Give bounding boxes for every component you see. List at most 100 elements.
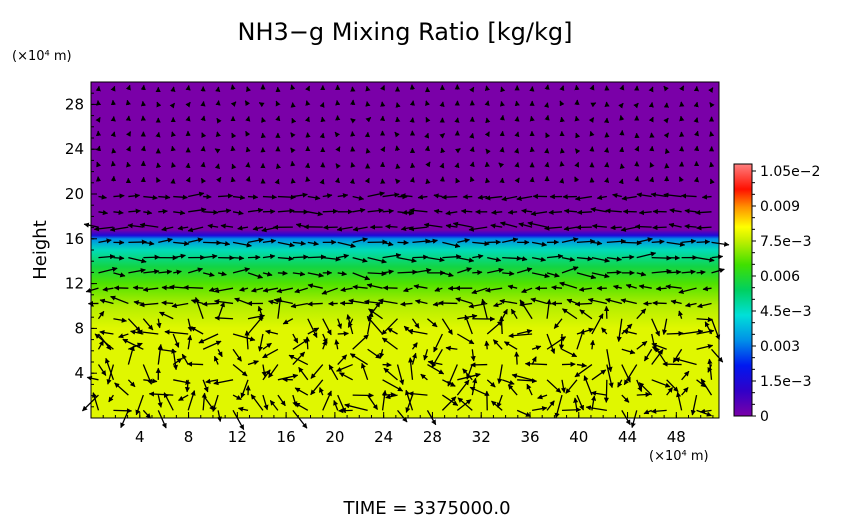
wind-vector [126,131,132,137]
wind-vector [230,176,236,183]
wind-vector [519,301,533,308]
wind-vector [99,298,114,305]
wind-vector [290,132,296,138]
colorbar-tick-label: 0.009 [760,199,800,215]
wind-vector [480,298,488,319]
wind-vector [383,367,398,381]
wind-vector [425,161,431,168]
y-tick-label: 12 [65,275,84,293]
wind-vector [135,394,144,416]
wind-vector [601,327,608,335]
wind-vector [156,162,162,169]
wind-vector [214,148,221,154]
wind-vector [579,309,593,320]
wind-vector [441,396,457,411]
wind-vector [621,254,635,260]
wind-vector [409,207,428,214]
wind-vector [328,364,339,381]
wind-vector [218,208,232,214]
wind-vector [710,318,721,341]
wind-vector [651,268,672,275]
wind-vector [619,115,625,121]
wind-vector [202,340,222,350]
wind-vector [455,297,473,305]
wind-vector [277,373,299,381]
wind-vector [127,379,136,388]
wind-vector [696,225,712,231]
wind-vector [319,102,325,108]
wind-vector [709,161,715,168]
colorbar-tick-label: 7.5e−3 [760,234,812,250]
wind-vector [405,389,414,411]
wind-vector [672,348,683,363]
wind-vector [681,329,704,335]
wind-vector [385,394,398,400]
wind-vector [575,132,581,139]
wind-vector [511,373,533,381]
wind-vector [606,256,622,262]
wind-vector [352,195,365,201]
wind-vector [679,176,684,183]
wind-vector [322,333,328,344]
wind-vector [456,379,470,396]
wind-vector [411,352,417,365]
wind-vector [237,225,249,231]
wind-vector [403,287,413,293]
wind-vector [546,333,556,354]
wind-vector [319,178,325,185]
wind-vector [702,286,712,292]
wind-vector [95,145,102,152]
wind-vector [275,115,281,122]
wind-vector [367,394,379,410]
wind-vector [545,132,551,139]
wind-vector [531,406,548,412]
wind-vector [245,176,251,182]
wind-vector [484,340,490,350]
wind-vector [618,102,624,109]
wind-vector [232,210,244,216]
wind-vector [531,241,548,247]
wind-vector [247,237,264,244]
wind-vector [335,146,341,153]
wind-vector [268,364,279,378]
wind-vector [553,318,563,329]
wind-vector [102,286,114,292]
wind-vector [99,330,114,336]
x-tick-label: 48 [667,428,686,446]
wind-vector [110,85,116,92]
wind-vector [521,287,533,294]
wind-vector [95,100,102,106]
wind-vector [498,315,505,335]
wind-vector [262,271,273,277]
wind-vector [638,382,653,396]
wind-vector [585,405,607,412]
wind-vector [381,337,398,350]
wind-vector [503,341,518,350]
wind-vector [648,116,654,123]
wind-vector [232,364,248,377]
wind-vector [559,161,565,167]
wind-vector [367,271,387,277]
wind-vector [335,99,341,106]
wind-vector [574,301,592,307]
wind-vector [491,400,503,411]
wind-vector [137,329,159,335]
wind-vector [216,117,222,124]
wind-vector [617,379,623,388]
wind-vector [434,286,443,292]
wind-vector [366,311,374,335]
wind-vector [382,208,395,214]
wind-vector [397,256,417,263]
wind-vector [292,254,309,260]
wind-vector [214,163,220,170]
wind-vector [529,115,535,122]
wind-vector [591,240,603,246]
wind-vector [207,223,219,229]
x-tick-label: 40 [569,428,588,446]
wind-vector [172,333,180,348]
wind-vector [457,313,478,320]
wind-vector [202,301,219,307]
wind-vector [307,195,321,201]
wind-vector [559,281,578,289]
wind-vector [305,100,311,106]
